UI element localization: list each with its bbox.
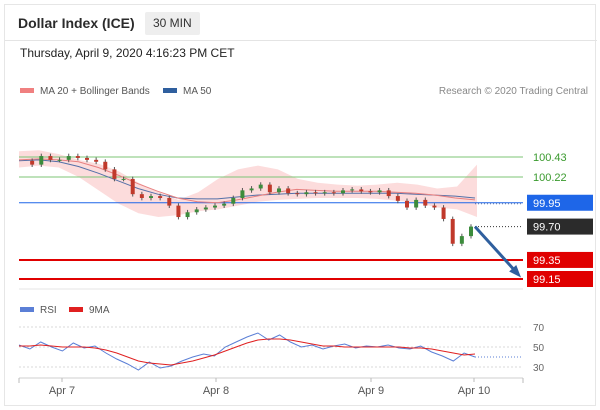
candle-body [450,218,455,244]
candle-body [359,189,364,192]
candle-body [441,207,446,219]
instrument-title: Dollar Index (ICE) [18,15,135,31]
time-axis-label: Apr 8 [203,385,229,397]
candle-body [240,190,245,198]
ma20-line [18,158,476,204]
candle-body [395,196,400,201]
candle-body [185,212,190,218]
candle-body [66,156,71,160]
time-axis-label: Apr 7 [49,385,75,397]
candle-body [94,159,99,162]
candle-body [203,207,208,210]
level-lines-group [19,156,523,280]
timestamp: Thursday, April 9, 2020 4:16:23 PM CET [20,46,235,60]
moving-averages-group [18,158,476,204]
ma50-line [18,159,476,200]
chart-header: Dollar Index (ICE) 30 MIN [5,5,597,41]
price-tags-group: 100.43 100.22 99.95 99.35 99.15 99.70 [473,152,593,287]
level-label-support: 99.35 [533,255,561,267]
candle-body [304,192,309,195]
forecast-arrow-head [509,265,522,278]
candle-body [469,226,473,237]
candle-body [167,197,172,206]
candle-body [194,209,199,213]
candle-body [423,199,428,206]
legend-swatch-rsi [20,307,34,312]
candle-body [331,192,336,194]
level-tag-pivot [527,194,593,211]
candle-body [258,184,263,189]
candle-body [350,189,355,191]
candle-body [405,200,409,208]
candle-body [432,205,437,208]
candle-body [386,190,391,197]
credit-text: Research © 2020 Trading Central [439,86,588,97]
candle-body [130,178,135,195]
level-tag-support [527,271,593,287]
candle-body [277,188,281,193]
time-axis-label: Apr 10 [458,385,490,397]
candle-body [112,169,117,179]
candle-body [213,205,217,208]
legend-label-ma20: MA 20 + Bollinger Bands [40,86,150,97]
candle-body [75,156,80,158]
candle-body [176,205,181,218]
bollinger-band-group [19,150,477,217]
candle-body [377,190,382,193]
chart-widget: Dollar Index (ICE) 30 MIN Thursday, Apri… [4,4,597,406]
candle-body [30,160,35,165]
bollinger-band-fill [19,150,477,217]
level-label-resistance: 100.43 [533,152,567,164]
candle-body [85,157,89,160]
price-candles-group [30,153,473,247]
candle-body [222,203,227,206]
candle-body [158,196,163,198]
candle-body [295,193,300,195]
rsi-tick-label: 50 [533,343,545,354]
legend-swatch-ma20 [20,88,34,93]
candle-body [267,184,272,193]
candle-body [341,190,345,194]
candle-body [322,192,327,194]
candle-body [459,236,464,244]
level-label-support: 99.15 [533,274,561,286]
legend-label-9ma: 9MA [89,305,110,316]
rsi-panel: 70 50 30 [18,323,545,374]
candle-body [103,161,108,170]
candle-body [249,188,254,191]
price-chart: MA 20 + Bollinger Bands MA 50 Research ©… [18,86,593,397]
candle-body [414,199,419,208]
last-price-tag [527,218,593,235]
last-price-label: 99.70 [533,222,561,234]
rsi-tick-label: 70 [533,323,545,334]
rsi-tick-label: 30 [533,363,545,374]
level-tag-support [527,251,593,268]
legend-label-rsi: RSI [40,305,57,316]
level-label-resistance: 100.22 [533,172,567,184]
rsi-series-rsi [18,332,476,371]
legend-label-ma50: MA 50 [183,86,212,97]
candle-body [149,196,153,198]
candle-body [57,159,62,161]
time-axis-label: Apr 9 [358,385,384,397]
candle-body [231,197,236,204]
time-axis: Apr 7 Apr 8 Apr 9 Apr 10 [18,378,524,397]
candle-body [368,191,373,193]
level-label-pivot: 99.95 [533,198,561,210]
timeframe-badge[interactable]: 30 MIN [145,12,200,35]
legend-swatch-ma50 [163,88,177,93]
candle-body [48,156,53,160]
forecast-arrow-shaft [473,225,519,275]
candle-body [121,178,126,180]
rsi-series-9ma [19,338,476,366]
legend-swatch-9ma [69,307,83,312]
candle-body [313,192,318,194]
candle-body [39,156,44,165]
candle-body [139,194,144,198]
candle-body [286,188,291,194]
